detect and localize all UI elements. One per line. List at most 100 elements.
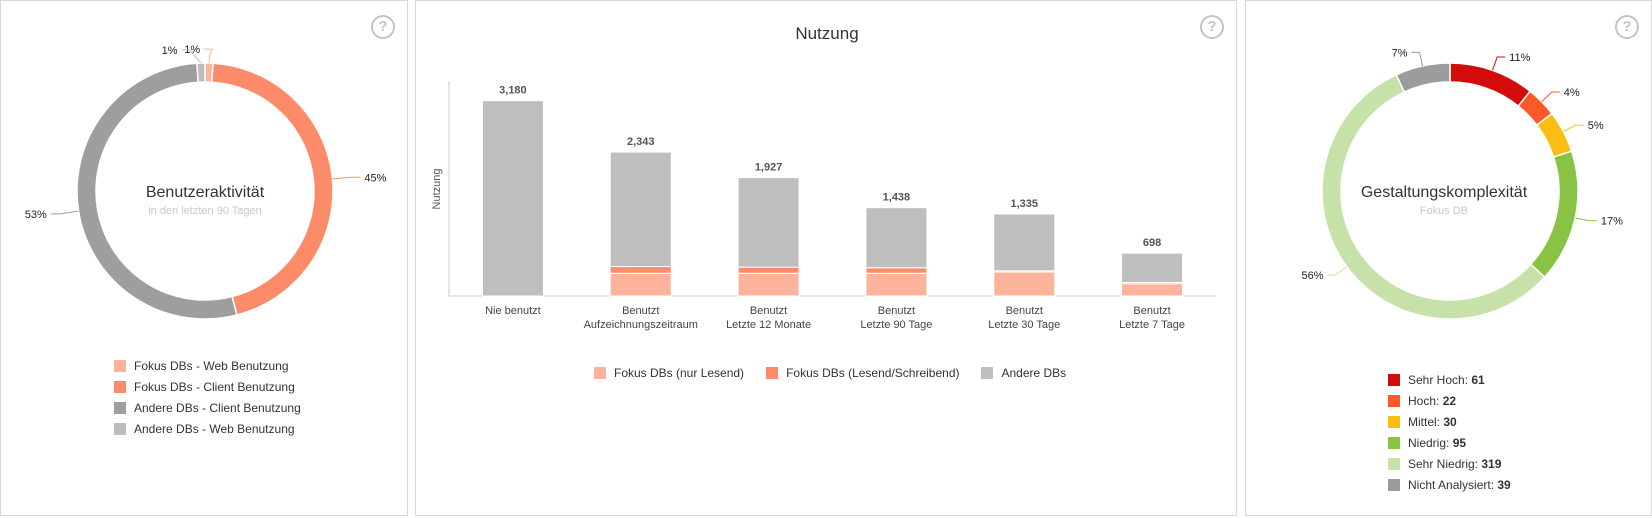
user-activity-donut-chart: 1% 45% 53% 1% <box>25 44 387 320</box>
label-connector <box>204 48 214 64</box>
legend-item[interactable]: Andere DBs - Web Benutzung <box>114 418 301 439</box>
donut-slice[interactable] <box>1449 62 1532 108</box>
legend-item[interactable]: Hoch: 22 <box>1388 390 1511 411</box>
legend-swatch <box>1388 457 1400 470</box>
x-tick-label: Benutzt <box>622 305 659 317</box>
donut-subtitle: Fokus DB <box>1419 205 1469 217</box>
donut-slice[interactable] <box>1395 62 1451 94</box>
x-tick-label: Aufzeichnungszeitraum <box>584 319 698 331</box>
bar-segment[interactable] <box>1121 252 1184 283</box>
bar-segment[interactable] <box>737 272 800 297</box>
bar-total-label: 698 <box>1143 237 1161 249</box>
legend-value: 319 <box>1478 456 1502 471</box>
user-activity-legend: Fokus DBs - Web Benutzung Fokus DBs - Cli… <box>114 355 301 439</box>
legend-item[interactable]: Mittel: 30 <box>1388 411 1511 432</box>
x-tick-label: Nie benutzt <box>485 305 541 317</box>
x-tick-label: Letzte 7 Tage <box>1119 319 1185 331</box>
slice-label: 11% <box>1509 52 1530 64</box>
legend-swatch <box>1388 415 1400 428</box>
donut-title: Gestaltungskomplexität <box>1360 184 1528 201</box>
legend-label: Niedrig: <box>1408 435 1450 450</box>
x-tick-label: Letzte 90 Tage <box>860 319 932 331</box>
legend-label: Sehr Niedrig: <box>1408 456 1479 471</box>
label-connector <box>1492 56 1506 71</box>
legend-item[interactable]: Niedrig: 95 <box>1388 432 1511 453</box>
donut-slice[interactable] <box>196 62 206 84</box>
donut-subtitle: in den letzten 90 Tagen <box>148 205 262 217</box>
legend-value: 61 <box>1468 372 1485 387</box>
bar-segment[interactable] <box>865 267 928 274</box>
bar-total-label: 2,343 <box>627 136 655 148</box>
legend-item[interactable]: Sehr Niedrig: 319 <box>1388 453 1511 474</box>
bar-total-label: 1,927 <box>755 162 783 174</box>
legend-swatch <box>1388 373 1400 386</box>
legend-label: Andere DBs <box>1001 366 1067 380</box>
legend-label: Mittel: <box>1408 414 1441 429</box>
x-tick-label: Benutzt <box>750 305 787 317</box>
slice-label: 1% <box>184 44 200 56</box>
design-complexity-donut-chart: 11% 4% 5% 17% 56% 7% <box>1301 47 1623 320</box>
legend-item[interactable]: Fokus DBs (nur Lesend) <box>594 366 744 380</box>
slice-label: 1% <box>162 45 178 57</box>
legend-item[interactable]: Sehr Hoch: 61 <box>1388 369 1511 390</box>
x-tick-label: Letzte 12 Monate <box>726 319 811 331</box>
usage-legend: Fokus DBs (nur Lesend) Fokus DBs (Lesend/… <box>594 366 1088 380</box>
bar-segment[interactable] <box>1121 283 1184 297</box>
slice-label: 17% <box>1601 216 1623 228</box>
legend-swatch <box>1388 478 1400 491</box>
label-connector <box>1563 124 1584 133</box>
legend-label: Hoch: <box>1408 393 1440 408</box>
bar-segment[interactable] <box>737 177 800 268</box>
legend-swatch <box>981 367 994 379</box>
legend-swatch <box>114 401 126 414</box>
user-activity-panel: ? 1% 45% 53% 1% Benutzeraktivität in den le… <box>0 0 408 516</box>
legend-label: Sehr Hoch: <box>1408 372 1469 387</box>
legend-swatch <box>114 359 126 372</box>
slice-label: 53% <box>25 209 47 221</box>
slice-label: 4% <box>1564 87 1580 99</box>
slice-label: 5% <box>1588 120 1604 132</box>
legend-value: 39 <box>1494 477 1511 492</box>
legend-item[interactable]: Fokus DBs - Client Benutzung <box>114 376 301 397</box>
bar-segment[interactable] <box>609 266 672 274</box>
legend-value: 30 <box>1440 414 1457 429</box>
help-icon[interactable]: ? <box>371 15 395 39</box>
usage-bar-chart: Nutzung 3,180 Nie benutzt 2,343 Benutzt Aufze… <box>431 81 1216 331</box>
chart-title: Nutzung <box>795 24 859 43</box>
help-icon[interactable]: ? <box>1615 15 1639 39</box>
legend-item[interactable]: Fokus DBs (Lesend/Schreibend) <box>766 366 959 380</box>
legend-item[interactable]: Fokus DBs - Web Benutzung <box>114 355 301 376</box>
bar-segment[interactable] <box>609 272 672 297</box>
bar-segment[interactable] <box>737 266 800 274</box>
slice-label: 56% <box>1301 270 1323 282</box>
legend-label: Fokus DBs - Web Benutzung <box>134 358 289 373</box>
legend-value: 95 <box>1449 435 1467 450</box>
legend-item[interactable]: Andere DBs <box>981 366 1066 380</box>
legend-label: Nicht Analysiert: <box>1408 477 1495 492</box>
legend-label: Andere DBs - Web Benutzung <box>134 421 295 436</box>
legend-swatch <box>114 422 126 435</box>
legend-item[interactable]: Nicht Analysiert: 39 <box>1388 474 1511 495</box>
help-icon[interactable]: ? <box>1200 15 1224 39</box>
label-connector <box>1575 217 1597 222</box>
bar-segment[interactable] <box>609 151 672 268</box>
bar-segment[interactable] <box>865 207 928 269</box>
legend-swatch <box>594 367 606 379</box>
legend-swatch <box>1388 436 1400 449</box>
donut-title: Benutzeraktivität <box>145 184 265 201</box>
design-complexity-legend: Sehr Hoch: 61 Hoch: 22 Mittel: 30 Niedrig: … <box>1388 369 1511 495</box>
legend-swatch <box>1388 394 1400 407</box>
legend-swatch <box>766 367 779 379</box>
usage-panel: ? Nutzung Nutzung 3,180 Nie benutzt 2,343 Be… <box>415 0 1237 516</box>
bar-segment[interactable] <box>865 272 928 297</box>
x-tick-label: Benutzt <box>878 305 915 317</box>
bar-segment[interactable] <box>481 100 544 297</box>
bar-segment[interactable] <box>993 213 1056 272</box>
legend-item[interactable]: Andere DBs - Client Benutzung <box>114 397 301 418</box>
legend-label: Andere DBs - Client Benutzung <box>134 400 301 415</box>
x-tick-label: Benutzt <box>1006 305 1043 317</box>
x-tick-label: Letzte 30 Tage <box>988 319 1060 331</box>
bar-segment[interactable] <box>993 271 1056 297</box>
bar-total-label: 1,335 <box>1010 198 1038 210</box>
label-connector <box>1541 91 1560 103</box>
